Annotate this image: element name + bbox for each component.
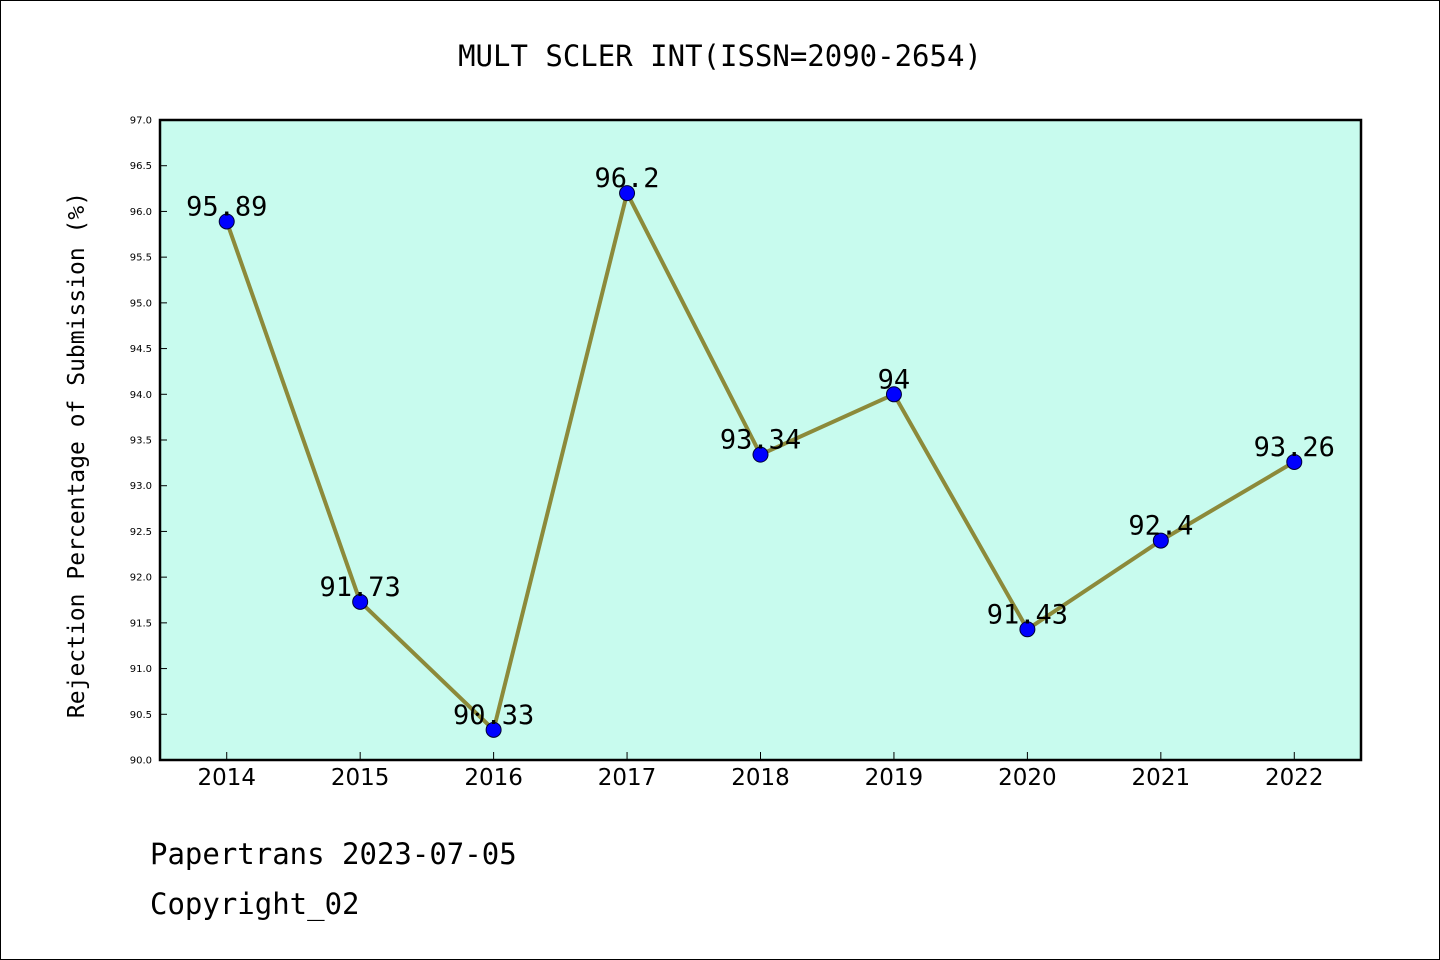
x-tick-label: 2021 bbox=[1132, 765, 1191, 791]
x-tick-label: 2016 bbox=[464, 765, 523, 791]
data-label: 96.2 bbox=[595, 163, 660, 194]
data-point bbox=[352, 593, 369, 610]
data-label: 91.43 bbox=[987, 599, 1068, 630]
y-tick-label: 91.5 bbox=[130, 618, 152, 629]
x-axis: 2014 2015 2016 2017 2018 2019 2020 2021 2022 bbox=[197, 752, 1324, 791]
x-tick-label: 2014 bbox=[197, 765, 256, 791]
x-tick-label: 2015 bbox=[331, 765, 390, 791]
data-label: 90.33 bbox=[453, 700, 534, 731]
y-tick-label: 92.0 bbox=[130, 573, 152, 584]
data-point bbox=[1152, 532, 1169, 549]
data-point bbox=[619, 185, 636, 202]
footer-copyright: Copyright_02 bbox=[150, 887, 360, 922]
y-tick-label: 96.0 bbox=[130, 207, 152, 218]
y-axis: 90.0 90.5 91.0 91.5 92.0 92.5 93.0 93.5 94.0 94.5… bbox=[130, 116, 167, 767]
x-tick-label: 2019 bbox=[865, 765, 924, 791]
y-tick-label: 94.0 bbox=[130, 390, 152, 401]
data-point bbox=[218, 213, 235, 230]
y-tick-label: 92.5 bbox=[130, 527, 152, 538]
data-point bbox=[1019, 621, 1036, 638]
x-tick-label: 2020 bbox=[998, 765, 1057, 791]
y-axis-label: Rejection Percentage of Submission (%) bbox=[64, 192, 90, 718]
footer-date: Papertrans 2023-07-05 bbox=[150, 837, 517, 871]
y-tick-label: 93.5 bbox=[130, 436, 152, 447]
data-point bbox=[485, 721, 502, 738]
x-tick-label: 2017 bbox=[598, 765, 657, 791]
y-tick-label: 96.5 bbox=[130, 161, 152, 172]
series-markers bbox=[218, 185, 1303, 738]
y-tick-label: 90.5 bbox=[130, 710, 152, 721]
chart-title: MULT SCLER INT(ISSN=2090-2654) bbox=[458, 39, 982, 73]
data-label: 92.4 bbox=[1128, 511, 1193, 542]
plot-area bbox=[158, 118, 1363, 762]
y-tick-label: 94.5 bbox=[130, 344, 152, 355]
y-tick-label: 97.0 bbox=[130, 116, 152, 127]
data-label: 93.26 bbox=[1254, 432, 1335, 463]
y-tick-label: 95.0 bbox=[130, 298, 152, 309]
y-tick-label: 91.0 bbox=[130, 664, 152, 675]
y-tick-label: 90.0 bbox=[130, 756, 152, 767]
data-label: 94 bbox=[878, 364, 911, 395]
data-point bbox=[885, 386, 902, 403]
data-labels: 95.89 91.73 90.33 96.2 93.34 94 91.43 92.4 93.26 bbox=[186, 163, 1335, 731]
data-label: 91.73 bbox=[320, 572, 401, 603]
y-tick-label: 93.0 bbox=[130, 481, 152, 492]
x-tick-label: 2018 bbox=[731, 765, 790, 791]
data-label: 95.89 bbox=[186, 191, 267, 222]
data-point bbox=[752, 446, 769, 463]
data-label: 93.34 bbox=[720, 425, 801, 456]
y-tick-label: 95.5 bbox=[130, 253, 152, 264]
data-point bbox=[1286, 453, 1303, 470]
x-tick-label: 2022 bbox=[1265, 765, 1324, 791]
